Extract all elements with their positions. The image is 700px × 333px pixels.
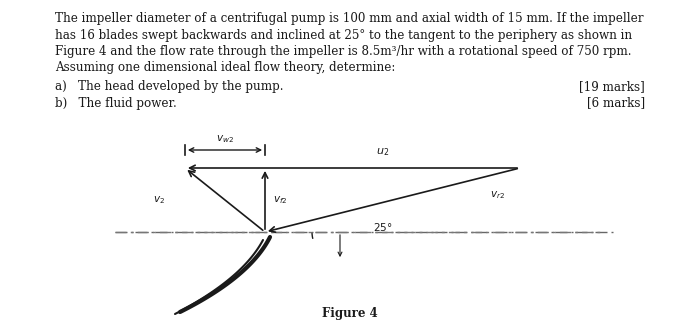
Text: The impeller diameter of a centrifugal pump is 100 mm and axial width of 15 mm. : The impeller diameter of a centrifugal p…: [55, 12, 643, 25]
Text: b)   The fluid power.: b) The fluid power.: [55, 97, 176, 110]
Text: $v_{r2}$: $v_{r2}$: [490, 189, 505, 201]
Text: $v_{f2}$: $v_{f2}$: [273, 194, 288, 206]
Text: Figure 4: Figure 4: [322, 307, 378, 320]
Text: $v_2$: $v_2$: [153, 194, 165, 206]
Text: $u_2$: $u_2$: [376, 146, 389, 158]
Text: Assuming one dimensional ideal flow theory, determine:: Assuming one dimensional ideal flow theo…: [55, 62, 395, 75]
Text: Figure 4 and the flow rate through the impeller is 8.5m³/hr with a rotational sp: Figure 4 and the flow rate through the i…: [55, 45, 631, 58]
Text: has 16 blades swept backwards and inclined at 25° to the tangent to the peripher: has 16 blades swept backwards and inclin…: [55, 29, 632, 42]
Text: $25°$: $25°$: [373, 221, 393, 233]
Text: [19 marks]: [19 marks]: [580, 80, 645, 93]
Text: a)   The head developed by the pump.: a) The head developed by the pump.: [55, 80, 284, 93]
Text: [6 marks]: [6 marks]: [587, 97, 645, 110]
Text: $v_{w2}$: $v_{w2}$: [216, 133, 234, 145]
